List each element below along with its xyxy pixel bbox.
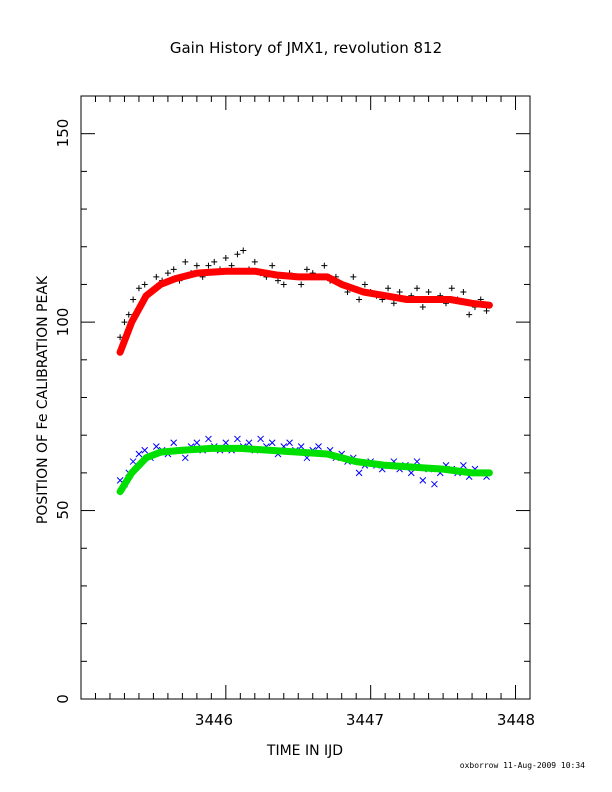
data-point (303, 266, 310, 273)
data-point (460, 461, 467, 469)
data-point (431, 480, 438, 488)
data-point (182, 258, 189, 265)
data-point (448, 285, 455, 292)
data-point (135, 285, 142, 292)
data-point (170, 266, 177, 273)
data-point (269, 262, 276, 269)
data-point (205, 435, 212, 443)
data-point (361, 281, 368, 288)
data-point (274, 277, 281, 284)
data-point (425, 288, 432, 295)
y-tick-label-0: 0 (54, 694, 72, 704)
data-point (280, 281, 287, 288)
data-point (164, 270, 171, 277)
series-1 (116, 435, 490, 488)
data-point (419, 304, 426, 311)
y-tick-label-50: 50 (54, 500, 72, 519)
data-point (234, 251, 241, 258)
data-point (350, 273, 357, 280)
data-point (181, 454, 189, 462)
data-point (297, 443, 305, 450)
x-tick-label-3448: 3448 (497, 711, 535, 729)
data-point (385, 285, 392, 292)
data-point (141, 281, 148, 288)
data-point (413, 458, 421, 465)
data-point (170, 439, 178, 447)
x-axis (94, 96, 517, 699)
data-point (483, 307, 490, 314)
data-point (356, 296, 363, 303)
data-point (152, 443, 160, 450)
data-point (286, 439, 293, 447)
data-point (125, 311, 132, 318)
data-point (193, 262, 200, 269)
data-point (129, 458, 137, 465)
x-tick-label-3447: 3447 (346, 711, 384, 729)
data-point (315, 443, 322, 450)
y-tick-label-100: 100 (54, 308, 72, 337)
data-point (205, 262, 212, 269)
x-tick-label-3446: 3446 (195, 711, 233, 729)
series-0 (117, 247, 490, 341)
data-point (130, 296, 137, 303)
data-point (240, 247, 247, 254)
data-point (407, 469, 415, 477)
chart-title: Gain History of JMX1, revolution 812 (170, 39, 442, 57)
data-point (460, 288, 467, 295)
y-axis (81, 133, 530, 662)
data-point (193, 439, 201, 447)
data-point (141, 446, 149, 454)
data-point (245, 439, 253, 447)
data-point (211, 258, 218, 265)
data-point (257, 435, 264, 443)
data-point (135, 450, 143, 458)
data-point (321, 262, 328, 269)
data-point (466, 311, 473, 318)
x-axis-label: TIME IN IJD (266, 743, 343, 759)
data-point (355, 469, 363, 477)
plot-frame (80, 95, 531, 700)
data-point (222, 255, 229, 262)
fit-line-0 (116, 267, 493, 356)
data-point (390, 300, 397, 307)
footer-stamp: oxborrow 11-Aug-2009 10:34 (460, 761, 585, 770)
fit-curves (116, 267, 493, 496)
data-point (153, 273, 160, 280)
data-point (419, 477, 427, 484)
data-point (414, 285, 421, 292)
data-point (298, 281, 305, 288)
fit-line-1 (116, 444, 493, 496)
data-point (251, 258, 258, 265)
y-tick-label-150: 150 (54, 119, 72, 148)
data-point (268, 439, 276, 447)
data-point (228, 262, 235, 269)
data-point (396, 288, 403, 295)
y-axis-label: POSITION OF Fe CALIBRATION PEAK (35, 275, 51, 524)
data-point (121, 319, 128, 326)
data-point (117, 334, 124, 341)
data-point (222, 439, 230, 447)
data-point (234, 435, 241, 443)
